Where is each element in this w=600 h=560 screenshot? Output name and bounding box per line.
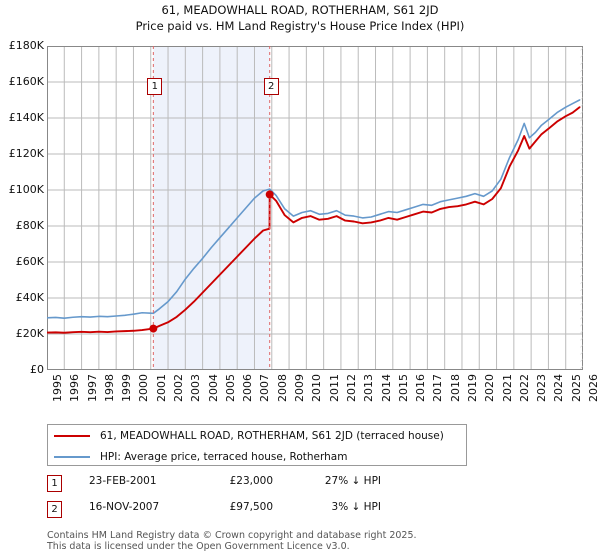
y-axis-tick-label: £180K xyxy=(8,39,44,52)
licence-line: This data is licensed under the Open Gov… xyxy=(47,541,350,552)
transactions-table: 1 23-FEB-2001 £23,000 27% ↓ HPI 2 16-NOV… xyxy=(47,474,517,526)
legend-swatch-hpi xyxy=(54,455,90,458)
x-axis-tick-label: 2010 xyxy=(310,374,324,402)
chart-title-block: 61, MEADOWHALL ROAD, ROTHERHAM, S61 2JD … xyxy=(0,2,600,34)
x-axis-tick-label: 2014 xyxy=(379,374,393,402)
transaction-date: 16-NOV-2007 xyxy=(89,501,160,513)
copyright-line: Contains HM Land Registry data © Crown c… xyxy=(47,530,417,541)
x-axis-tick-label: 2004 xyxy=(206,374,220,402)
price-history-chart xyxy=(47,46,583,370)
x-axis-tick-label: 1999 xyxy=(120,374,134,402)
transaction-price: £23,000 xyxy=(229,475,273,487)
legend-item-price-paid: 61, MEADOWHALL ROAD, ROTHERHAM, S61 2JD … xyxy=(48,425,466,446)
legend-swatch-price-paid xyxy=(54,434,90,437)
legend-item-hpi: HPI: Average price, terraced house, Roth… xyxy=(48,446,466,467)
x-axis-tick-label: 2009 xyxy=(293,374,307,402)
chart-canvas xyxy=(47,46,583,370)
transaction-hpi-delta: 27% ↓ HPI xyxy=(324,475,381,487)
x-axis-tick-label: 1998 xyxy=(102,374,116,402)
x-axis-tick-label: 2001 xyxy=(154,374,168,402)
x-axis-tick-label: 2025 xyxy=(569,374,583,402)
x-axis-tick-label: 2026 xyxy=(587,374,600,402)
y-axis-tick-label: £140K xyxy=(8,111,44,124)
legend-label-hpi: HPI: Average price, terraced house, Roth… xyxy=(100,450,348,463)
x-axis-tick-label: 2003 xyxy=(189,374,203,402)
x-axis-tick-label: 2016 xyxy=(414,374,428,402)
y-axis-tick-label: £40K xyxy=(15,291,44,304)
y-axis-tick-label: £100K xyxy=(8,183,44,196)
x-axis-tick-label: 1995 xyxy=(51,374,64,402)
x-axis-tick-label: 2017 xyxy=(431,374,445,402)
x-axis-tick-label: 2021 xyxy=(500,374,514,402)
y-axis-tick-label: £0 xyxy=(30,363,44,376)
x-axis-tick-label: 2005 xyxy=(223,374,237,402)
x-axis-tick-label: 2000 xyxy=(137,374,151,402)
x-axis-tick-label: 1997 xyxy=(85,374,99,402)
x-axis-tick-label: 2011 xyxy=(327,374,341,402)
transaction-price: £97,500 xyxy=(229,501,273,513)
table-row[interactable]: 2 16-NOV-2007 £97,500 3% ↓ HPI xyxy=(47,500,517,526)
x-axis-tick-label: 2012 xyxy=(344,374,358,402)
table-row[interactable]: 1 23-FEB-2001 £23,000 27% ↓ HPI xyxy=(47,474,517,500)
x-axis-tick-label: 2023 xyxy=(535,374,549,402)
x-axis-tick-label: 2018 xyxy=(448,374,462,402)
status-badge: 1 xyxy=(47,475,62,492)
chart-marker-2[interactable]: 2 xyxy=(263,78,279,95)
y-axis-tick-label: £160K xyxy=(8,75,44,88)
chart-legend: 61, MEADOWHALL ROAD, ROTHERHAM, S61 2JD … xyxy=(47,424,467,466)
page-title: 61, MEADOWHALL ROAD, ROTHERHAM, S61 2JD xyxy=(161,3,439,17)
y-axis-tick-label: £60K xyxy=(15,255,44,268)
x-axis-tick-label: 2022 xyxy=(517,374,531,402)
x-axis-tick-label: 2020 xyxy=(483,374,497,402)
page-subtitle: Price paid vs. HM Land Registry's House … xyxy=(135,19,465,33)
chart-marker-1[interactable]: 1 xyxy=(147,78,163,95)
x-axis-tick-label: 2008 xyxy=(275,374,289,402)
status-badge: 2 xyxy=(47,501,62,518)
y-axis-tick-label: £120K xyxy=(8,147,44,160)
x-axis-tick-label: 1996 xyxy=(68,374,82,402)
x-axis-tick-label: 2015 xyxy=(396,374,410,402)
x-axis-tick-label: 2006 xyxy=(241,374,255,402)
y-axis-tick-label: £20K xyxy=(15,327,44,340)
x-axis-tick-label: 2013 xyxy=(362,374,376,402)
x-axis-tick-label: 2024 xyxy=(552,374,566,402)
legend-label-price-paid: 61, MEADOWHALL ROAD, ROTHERHAM, S61 2JD … xyxy=(100,429,444,442)
x-axis-tick-label: 2007 xyxy=(258,374,272,402)
y-axis-tick-label: £80K xyxy=(15,219,44,232)
x-axis-tick-label: 2019 xyxy=(465,374,479,402)
attribution-footer: Contains HM Land Registry data © Crown c… xyxy=(47,530,567,552)
transaction-hpi-delta: 3% ↓ HPI xyxy=(331,501,381,513)
transaction-date: 23-FEB-2001 xyxy=(89,475,157,487)
x-axis-tick-label: 2002 xyxy=(172,374,186,402)
